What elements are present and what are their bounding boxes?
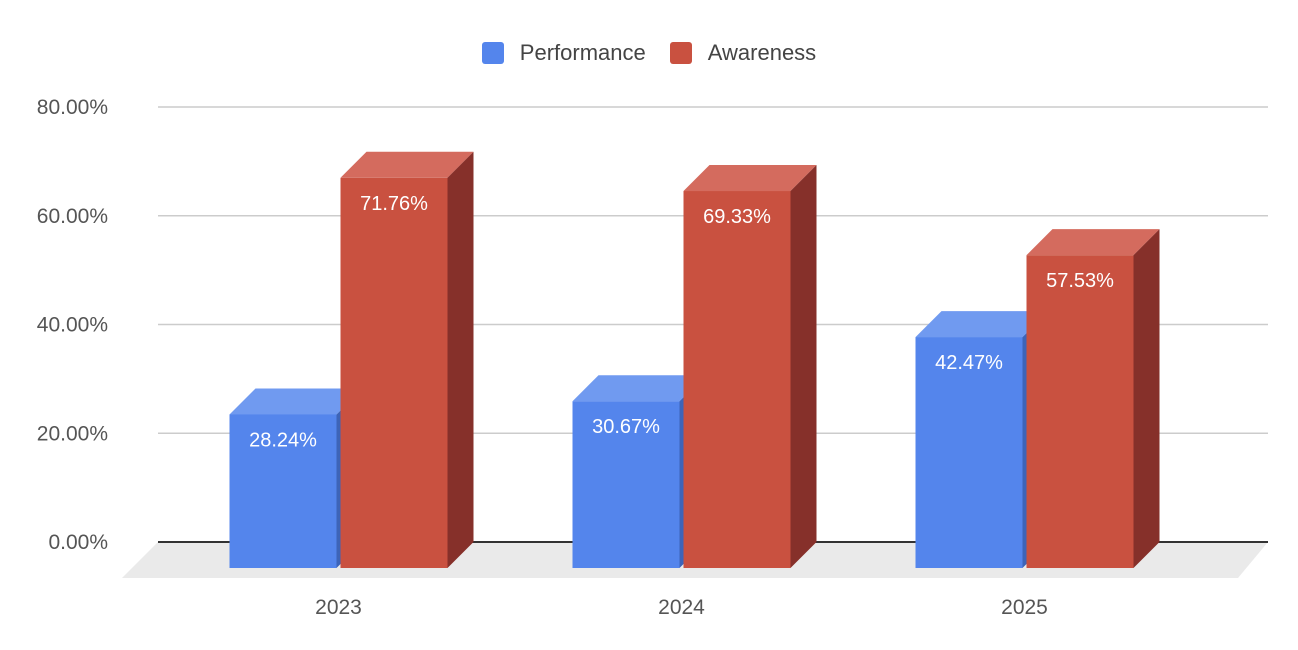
bar-top-awareness-2025 (1026, 229, 1160, 256)
x-tick-label: 2025 (1001, 596, 1048, 619)
legend-item-performance[interactable]: Performance (481, 40, 646, 66)
bar-top-awareness-2023 (340, 151, 474, 178)
legend-label-performance: Performance (519, 40, 646, 65)
chart-legend: Performance Awareness (0, 40, 1298, 66)
data-label-awareness-2025: 57.53% (1046, 270, 1114, 292)
bar-side-awareness-2024 (790, 165, 817, 568)
x-tick-label: 2024 (658, 596, 705, 619)
bar-side-awareness-2023 (447, 151, 474, 568)
bar-top-performance-2024 (572, 375, 706, 402)
y-tick-label: 40.00% (37, 314, 108, 337)
y-tick-label: 60.00% (37, 205, 108, 228)
data-label-performance-2024: 30.67% (592, 416, 660, 438)
bar-performance-2025 (915, 337, 1023, 568)
legend-item-awareness[interactable]: Awareness (669, 40, 817, 66)
y-tick-label: 20.00% (37, 422, 108, 445)
y-tick-label: 80.00% (37, 96, 108, 119)
data-label-awareness-2023: 71.76% (360, 193, 428, 215)
data-label-performance-2025: 42.47% (935, 352, 1003, 374)
data-label-awareness-2024: 69.33% (703, 206, 771, 228)
legend-swatch-performance (481, 42, 504, 64)
bar-side-awareness-2025 (1133, 229, 1160, 569)
bar-top-performance-2023 (229, 388, 363, 415)
bar-awareness-2023 (340, 177, 448, 568)
bar-performance-2023 (229, 414, 337, 568)
bar-awareness-2025 (1026, 255, 1134, 569)
y-tick-label: 0.00% (48, 531, 108, 554)
bar-awareness-2024 (683, 191, 791, 568)
bar-top-awareness-2024 (683, 165, 817, 192)
x-tick-label: 2023 (315, 596, 362, 619)
legend-label-awareness: Awareness (707, 40, 817, 65)
bar-top-performance-2025 (915, 311, 1049, 338)
legend-swatch-awareness (669, 42, 692, 64)
data-label-performance-2023: 28.24% (249, 429, 317, 451)
bar-performance-2024 (572, 401, 680, 568)
